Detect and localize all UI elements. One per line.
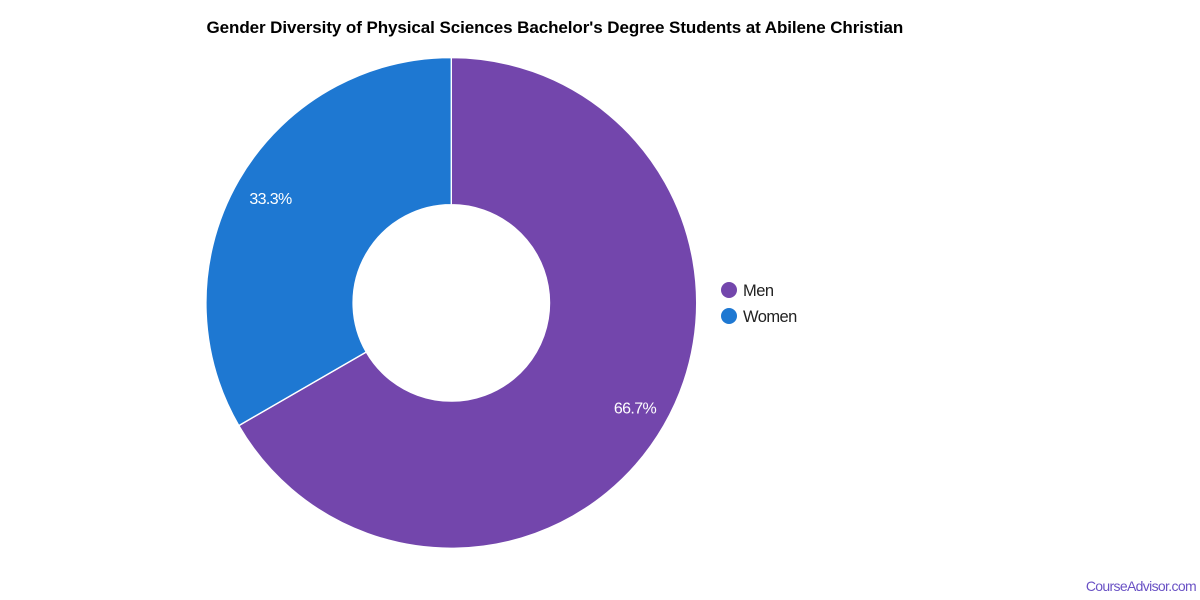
svg-text:66.7%: 66.7%	[614, 401, 657, 418]
svg-text:33.3%: 33.3%	[249, 191, 292, 208]
